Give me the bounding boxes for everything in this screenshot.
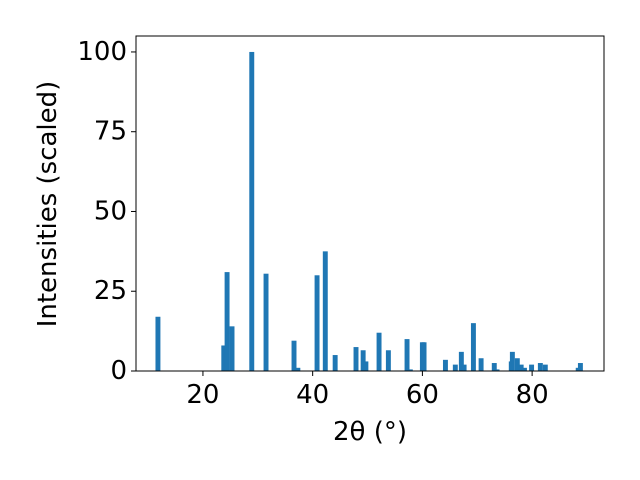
bar: [521, 367, 527, 371]
bar: [263, 273, 269, 371]
bar: [542, 364, 548, 371]
bar: [376, 332, 382, 371]
plot-frame: [135, 35, 605, 372]
bar: [229, 326, 235, 371]
bar: [221, 345, 227, 371]
x-tick-label: 80: [516, 380, 549, 410]
bar: [442, 359, 448, 371]
y-axis-label: Intensities (scaled): [33, 81, 63, 328]
bar: [360, 350, 366, 371]
bar: [537, 363, 543, 371]
bar: [494, 369, 500, 371]
bar: [363, 361, 369, 371]
bar: [491, 363, 497, 371]
bar: [249, 51, 255, 371]
x-tick-label: 60: [406, 380, 439, 410]
bar: [155, 316, 161, 371]
bar: [421, 342, 427, 371]
bar: [509, 351, 515, 371]
bar: [224, 272, 230, 371]
bar: [353, 347, 359, 371]
bar: [514, 358, 520, 371]
bar: [478, 358, 484, 371]
y-tick-label: 100: [77, 37, 127, 67]
y-tick-label: 75: [94, 117, 127, 147]
bar: [322, 251, 328, 371]
bar: [314, 275, 320, 371]
x-axis-label: 2θ (°): [333, 417, 407, 447]
y-tick-label: 25: [94, 276, 127, 306]
y-tick-label: 50: [94, 196, 127, 226]
bar: [385, 350, 391, 371]
bar: [529, 364, 535, 371]
bar: [291, 340, 297, 371]
bar: [470, 323, 476, 371]
bar: [458, 351, 464, 371]
bar: [407, 369, 413, 371]
bar: [577, 363, 583, 371]
bar: [332, 355, 338, 371]
y-tick-label: 0: [110, 356, 127, 386]
x-tick-label: 40: [296, 380, 329, 410]
bar: [452, 364, 458, 371]
bar: [404, 339, 410, 371]
bar: [518, 364, 524, 371]
bar: [295, 367, 301, 371]
x-tick-label: 20: [186, 380, 219, 410]
bar: [461, 364, 467, 371]
